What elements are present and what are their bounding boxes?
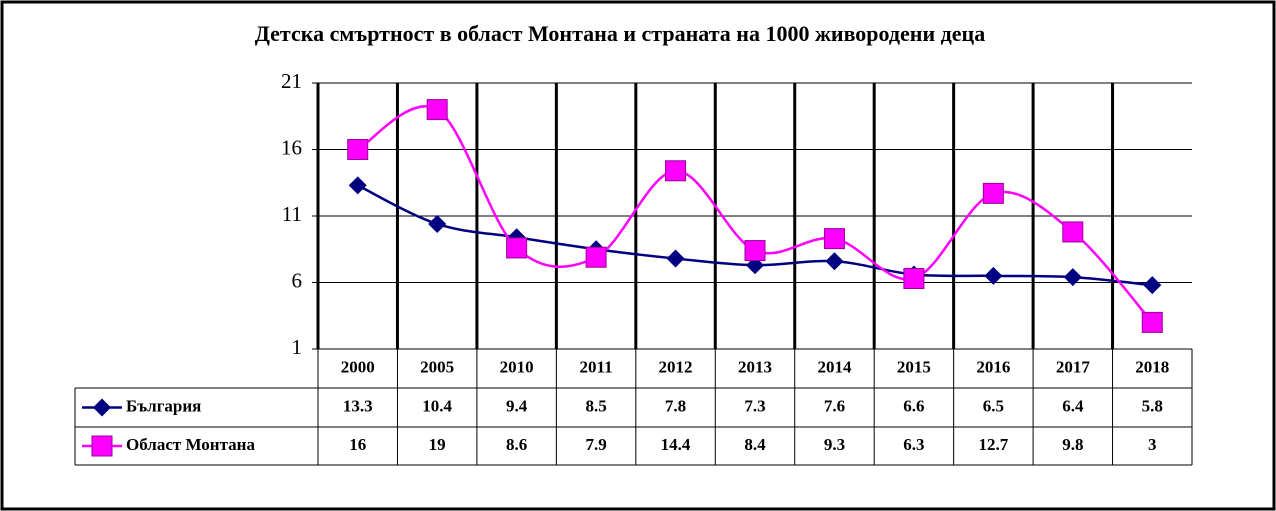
table-value: 7.8	[665, 396, 686, 415]
x-tick-label: 2013	[738, 357, 772, 376]
table-value: 16	[349, 435, 366, 454]
x-tick-label: 2000	[341, 357, 375, 376]
y-tick-label: 21	[281, 69, 302, 93]
table-value: 6.6	[903, 396, 924, 415]
data-point	[744, 240, 766, 262]
data-point	[825, 252, 844, 271]
table-value: 7.6	[824, 396, 845, 415]
y-tick-label: 1	[292, 335, 303, 359]
data-point	[903, 268, 925, 290]
x-tick-label: 2005	[420, 357, 454, 376]
data-point	[1141, 311, 1163, 333]
x-tick-label: 2015	[897, 357, 931, 376]
table-value: 19	[429, 435, 446, 454]
x-tick-label: 2011	[580, 357, 613, 376]
data-point	[982, 182, 1004, 204]
x-tick-label: 2016	[976, 357, 1010, 376]
legend-marker	[91, 435, 113, 457]
data-point	[585, 246, 607, 268]
table-value: 8.4	[744, 435, 766, 454]
table-value: 13.3	[343, 396, 373, 415]
data-point	[347, 139, 369, 160]
y-tick-label: 6	[292, 268, 303, 292]
table-value: 7.3	[744, 396, 765, 415]
table-value: 12.7	[978, 435, 1008, 454]
data-point	[1062, 221, 1084, 243]
table-value: 8.6	[506, 435, 527, 454]
data-point	[426, 99, 448, 121]
data-point	[1143, 276, 1162, 295]
x-tick-label: 2012	[659, 357, 693, 376]
data-point	[348, 176, 367, 195]
legend-marker	[93, 398, 111, 417]
table-value: 5.8	[1142, 396, 1163, 415]
table-value: 6.5	[983, 396, 1004, 415]
data-point	[823, 228, 845, 250]
chart-title: Детска смъртност в област Монтана и стра…	[255, 21, 985, 46]
table-value: 6.3	[903, 435, 924, 454]
y-tick-label: 16	[281, 135, 302, 159]
y-tick-label: 11	[282, 202, 302, 226]
data-point	[1063, 268, 1082, 287]
legend-label: Област Монтана	[126, 435, 255, 454]
table-value: 6.4	[1062, 396, 1084, 415]
table-value: 9.3	[824, 435, 845, 454]
legend-label: България	[126, 396, 201, 415]
table-value: 9.4	[506, 396, 528, 415]
data-point	[506, 237, 528, 259]
data-point	[665, 160, 687, 182]
table-value: 14.4	[661, 435, 691, 454]
data-point	[428, 214, 447, 233]
x-tick-label: 2014	[817, 357, 852, 376]
table-value: 10.4	[422, 396, 452, 415]
data-point	[666, 249, 685, 268]
x-tick-label: 2018	[1135, 357, 1169, 376]
data-point	[984, 266, 1003, 285]
x-tick-label: 2017	[1056, 357, 1091, 376]
table-value: 9.8	[1062, 435, 1083, 454]
table-value: 8.5	[585, 396, 606, 415]
table-value: 3	[1148, 435, 1157, 454]
table-value: 7.9	[585, 435, 606, 454]
x-tick-label: 2010	[500, 357, 534, 376]
